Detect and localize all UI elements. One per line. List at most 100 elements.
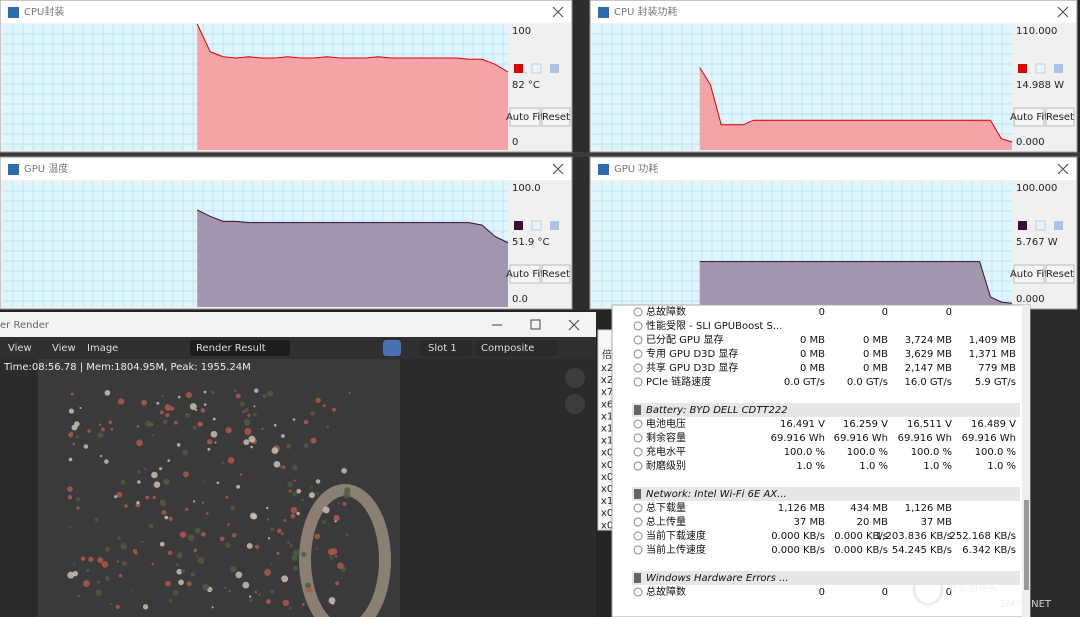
render-foliage: [345, 533, 349, 537]
zoom-tool[interactable]: [565, 368, 585, 388]
title-bar: [591, 158, 1076, 180]
section-icon: [634, 573, 641, 583]
sensor-value: 2,147 MB: [905, 363, 952, 374]
sensor-value: 1.0 %: [923, 461, 952, 472]
render-foliage: [161, 394, 164, 398]
render-foliage: [288, 489, 292, 493]
menu-item[interactable]: Image: [87, 343, 118, 354]
render-foliage: [223, 586, 227, 590]
render-foliage: [178, 579, 184, 586]
button[interactable]: [541, 107, 571, 127]
scrollbar-thumb[interactable]: [1024, 500, 1029, 590]
button[interactable]: [541, 264, 571, 284]
render-foliage: [94, 517, 99, 522]
button-label[interactable]: Auto Fit: [506, 269, 544, 280]
close-button[interactable]: [1057, 163, 1069, 175]
sensor-value: 0.000 KB/s: [834, 531, 888, 542]
render-foliage: [340, 577, 343, 580]
sensor-value: 0 MB: [863, 335, 888, 346]
close-button[interactable]: [552, 163, 564, 175]
scale-label: 0.000: [1016, 294, 1045, 305]
render-foliage: [314, 533, 320, 540]
render-foliage: [342, 502, 347, 506]
render-foliage: [75, 497, 81, 502]
sensor-value: 16.259 V: [843, 419, 888, 430]
button-label[interactable]: Reset: [1046, 269, 1074, 280]
sensor-label: 总故障数: [646, 585, 686, 598]
sensor-value: 0: [946, 587, 952, 598]
button-label[interactable]: Reset: [542, 269, 570, 280]
close-button[interactable]: [552, 6, 564, 18]
button[interactable]: [1013, 264, 1045, 284]
sensor-value: 100.0 %: [911, 447, 952, 458]
render-foliage: [202, 583, 210, 591]
slot-selector[interactable]: [420, 340, 472, 356]
pass-selector[interactable]: [476, 340, 558, 356]
current-value: 82 °C: [512, 80, 540, 91]
render-foliage: [105, 576, 110, 581]
render-foliage: [250, 445, 253, 449]
sensor-value: 37 MB: [921, 517, 953, 528]
render-foliage: [301, 602, 305, 606]
render-foliage: [70, 392, 74, 396]
window-title: CPU 封装功耗: [614, 5, 678, 18]
sensor-label: 当前下载速度: [646, 529, 706, 542]
render-foliage: [116, 560, 119, 563]
menu-item[interactable]: View: [52, 343, 76, 354]
color-swatch: [514, 64, 523, 73]
pan-tool[interactable]: [565, 394, 585, 414]
render-foliage: [258, 592, 261, 596]
render-foliage: [341, 467, 347, 474]
close-button[interactable]: [1057, 6, 1069, 18]
render-foliage: [287, 481, 293, 488]
sensor-label: 电池电压: [646, 417, 686, 430]
render-foliage: [203, 403, 207, 406]
maximize-button[interactable]: [530, 319, 541, 330]
render-foliage: [179, 531, 187, 538]
sensor-icon: [633, 517, 643, 527]
button[interactable]: [509, 264, 541, 284]
button[interactable]: [1045, 107, 1075, 127]
render-foliage: [214, 441, 217, 444]
button-label[interactable]: Auto Fit: [1010, 269, 1048, 280]
sensor-value: 69.916 Wh: [962, 433, 1016, 444]
render-foliage: [310, 411, 315, 416]
render-foliage: [136, 439, 143, 447]
render-foliage: [292, 418, 296, 421]
render-foliage: [185, 392, 193, 399]
render-foliage: [187, 534, 195, 541]
render-foliage: [170, 406, 175, 411]
render-foliage: [276, 551, 280, 555]
image-selector[interactable]: [190, 340, 290, 356]
sensor-value: 0.000 KB/s: [771, 545, 825, 556]
button-label[interactable]: Auto Fit: [506, 112, 544, 123]
render-foliage: [110, 427, 114, 431]
render-foliage: [108, 420, 113, 425]
button-label[interactable]: Reset: [542, 112, 570, 123]
close-button[interactable]: [568, 319, 580, 331]
sensor-value: 1.0 %: [987, 461, 1016, 472]
render-foliage: [322, 404, 326, 408]
sensor-value: 0: [946, 307, 952, 318]
render-foliage: [207, 447, 211, 451]
sensor-icon: [633, 363, 643, 373]
render-foliage: [137, 470, 141, 474]
sensor-value: 16.0 GT/s: [904, 377, 952, 388]
button[interactable]: [1045, 264, 1075, 284]
watermark-site: SMYZ.NET: [1000, 599, 1052, 610]
pin-button[interactable]: [383, 340, 401, 356]
render-foliage: [235, 393, 241, 399]
section-icon: [634, 489, 641, 499]
render-foliage: [180, 569, 186, 574]
button[interactable]: [1013, 107, 1045, 127]
button[interactable]: [509, 107, 541, 127]
render-foliage: [212, 417, 216, 421]
button-label[interactable]: Reset: [1046, 112, 1074, 123]
render-foliage: [202, 480, 205, 483]
render-foliage: [293, 549, 300, 556]
sensor-value: 252.168 KB/s: [949, 531, 1016, 542]
sensor-value: 0.000 KB/s: [834, 545, 888, 556]
sensor-value: 1,203.836 KB/s: [876, 531, 952, 542]
menu-item[interactable]: View: [8, 343, 32, 354]
button-label[interactable]: Auto Fit: [1010, 112, 1048, 123]
